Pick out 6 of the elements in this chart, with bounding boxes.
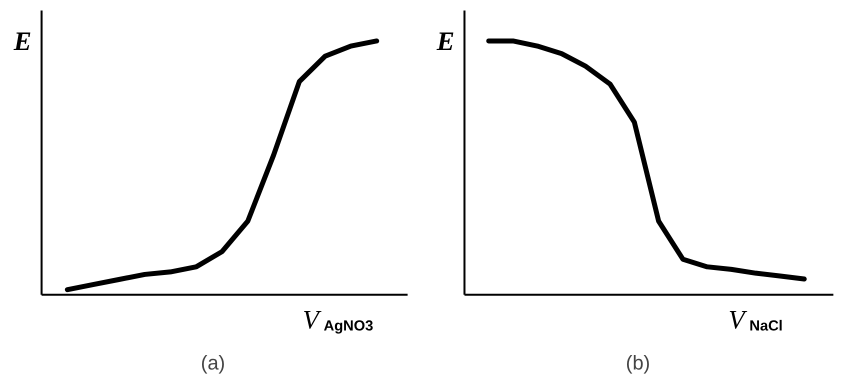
x-axis-title: VAgNO3 [302, 304, 374, 335]
text: (a) [200, 352, 226, 374]
y-axis-title: E [12, 26, 32, 56]
y-axis-title: E [436, 26, 454, 56]
x-axis-title: VNaCl [728, 304, 783, 335]
text: (b) [626, 352, 650, 374]
